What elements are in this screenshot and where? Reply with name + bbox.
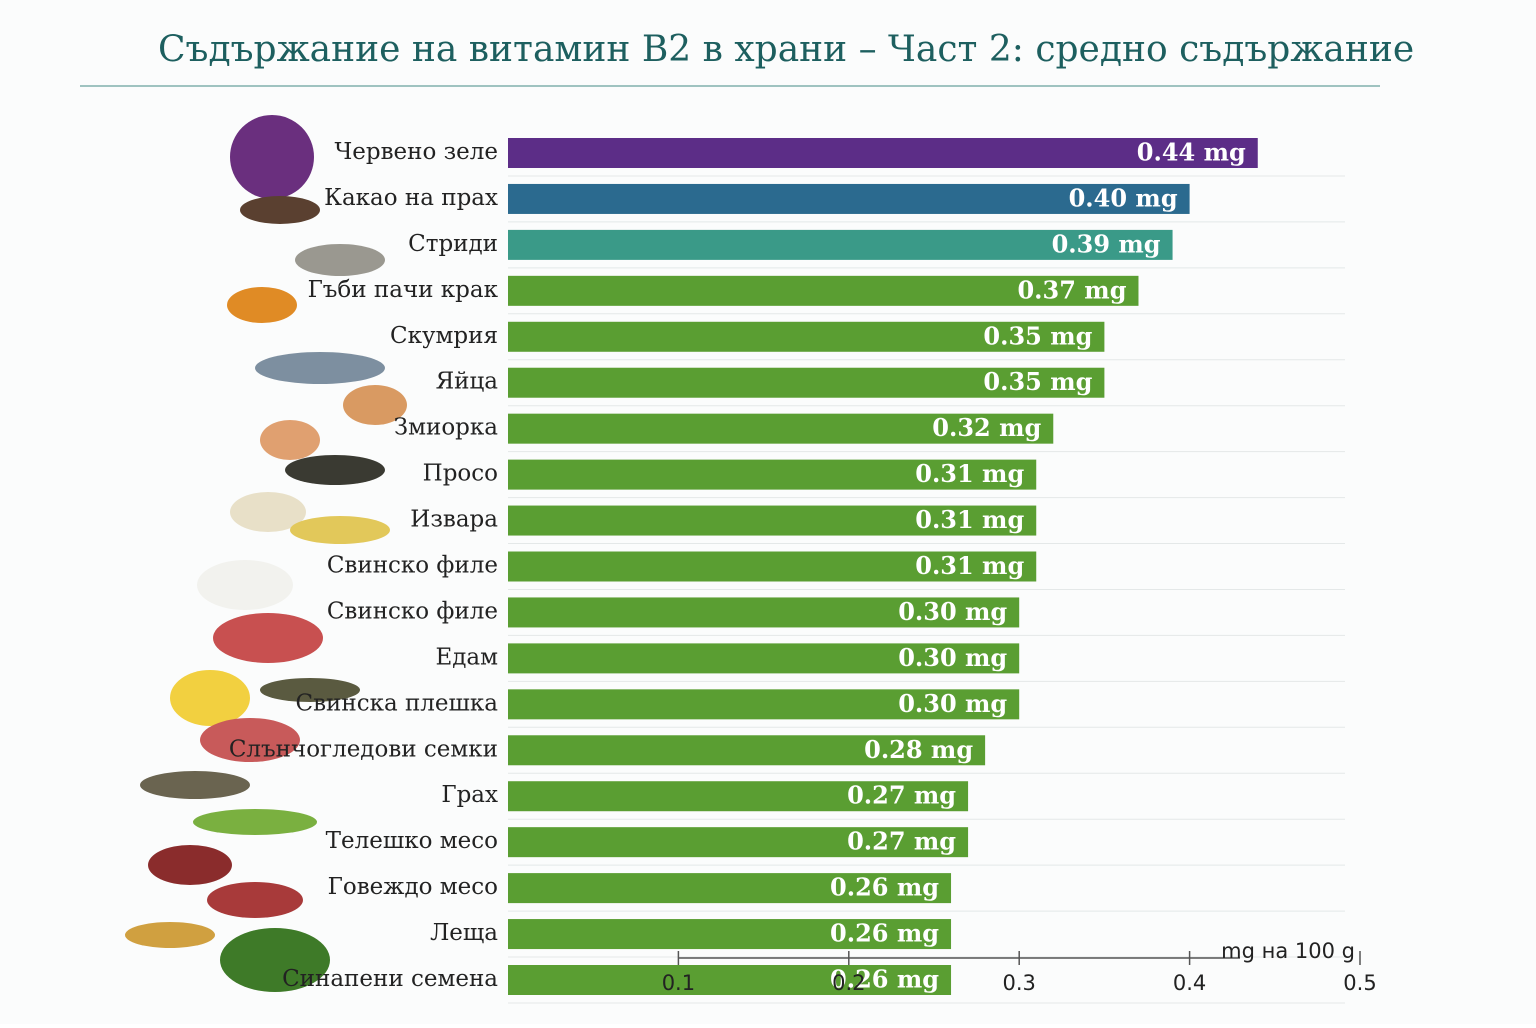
category-label: Свинско филе (327, 553, 498, 579)
bar (508, 321, 1105, 352)
value-label: 0.31 mg (915, 505, 1024, 534)
bar (508, 873, 952, 904)
bar (508, 919, 952, 950)
x-tick-label: 0.5 (1343, 971, 1376, 995)
value-label: 0.26 mg (830, 873, 939, 902)
bar (508, 643, 1020, 674)
value-label: 0.26 mg (830, 919, 939, 948)
category-label: Телешко месо (326, 828, 498, 854)
value-label: 0.37 mg (1017, 275, 1126, 304)
category-label: Говеждо месо (328, 874, 498, 900)
category-label: Какао на прах (324, 185, 498, 211)
value-label: 0.30 mg (898, 643, 1007, 672)
value-label: 0.27 mg (847, 781, 956, 810)
bar (508, 689, 1020, 720)
bar (508, 735, 986, 766)
bar (508, 781, 969, 812)
bar (508, 367, 1105, 398)
bar (508, 551, 1037, 582)
value-label: 0.30 mg (898, 597, 1007, 626)
bar (508, 597, 1020, 628)
category-label: Свинска плешка (295, 690, 498, 716)
food-illustrations (125, 115, 407, 992)
category-label: Скумрия (390, 323, 498, 349)
bar (508, 275, 1139, 306)
value-label: 0.39 mg (1052, 229, 1161, 258)
value-label: 0.40 mg (1069, 183, 1178, 212)
category-label: Едам (435, 644, 498, 670)
x-tick-label: 0.1 (662, 971, 695, 995)
value-label: 0.28 mg (864, 735, 973, 764)
value-label: 0.44 mg (1137, 138, 1246, 167)
chart-title: Съдържание на витамин B2 в храни – Част … (158, 29, 1414, 70)
category-label: Змиорка (394, 415, 498, 441)
category-label: Грах (441, 782, 498, 808)
bar (508, 413, 1054, 444)
category-label: Гъби пачи крак (308, 277, 499, 303)
category-label: Слънчогледови семки (229, 736, 498, 762)
category-label: Леща (430, 920, 498, 946)
x-tick-label: 0.2 (832, 971, 865, 995)
category-label: Синапени семена (282, 966, 498, 992)
category-label: Просо (423, 461, 498, 487)
category-label: Яйца (436, 369, 499, 395)
bar (508, 229, 1173, 260)
bar (508, 965, 952, 995)
category-label: Червено зеле (334, 139, 498, 165)
value-label: 0.31 mg (915, 459, 1024, 488)
value-label: 0.27 mg (847, 827, 956, 856)
x-axis-label: mg на 100 g (1221, 939, 1355, 963)
category-label: Свинско филе (327, 598, 498, 624)
value-label: 0.35 mg (983, 367, 1092, 396)
category-label: Стриди (408, 231, 498, 257)
value-label: 0.35 mg (983, 321, 1092, 350)
value-label: 0.30 mg (898, 689, 1007, 718)
x-tick-label: 0.3 (1002, 971, 1035, 995)
bar (508, 505, 1037, 536)
value-label: 0.26 mg (830, 965, 939, 994)
bar (508, 827, 969, 858)
value-label: 0.32 mg (932, 413, 1041, 442)
bar (508, 183, 1190, 214)
value-label: 0.31 mg (915, 551, 1024, 580)
category-label: Извара (410, 507, 498, 533)
bar (508, 138, 1258, 168)
x-tick-label: 0.4 (1173, 971, 1206, 995)
bar (508, 459, 1037, 490)
